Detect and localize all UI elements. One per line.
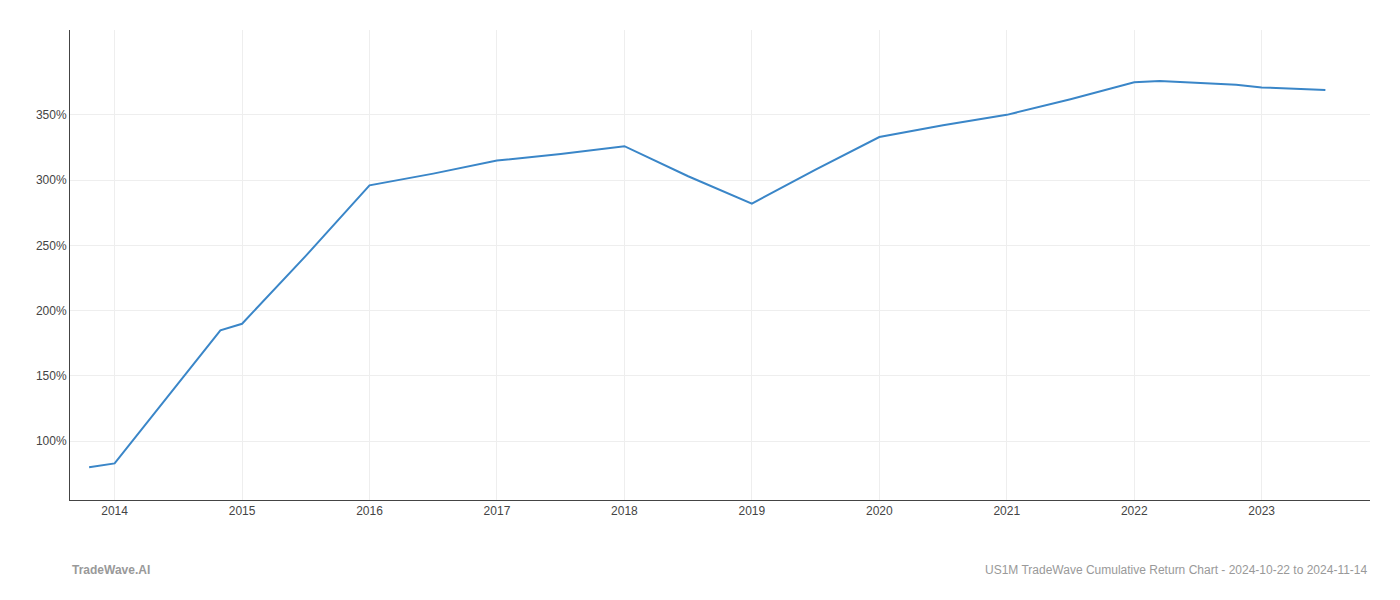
svg-text:200%: 200% xyxy=(36,304,67,318)
svg-text:2023: 2023 xyxy=(1248,504,1275,518)
svg-text:2016: 2016 xyxy=(356,504,383,518)
svg-text:2017: 2017 xyxy=(484,504,511,518)
svg-text:350%: 350% xyxy=(36,108,67,122)
svg-text:2018: 2018 xyxy=(611,504,638,518)
svg-text:150%: 150% xyxy=(36,369,67,383)
svg-text:300%: 300% xyxy=(36,173,67,187)
svg-text:2021: 2021 xyxy=(993,504,1020,518)
svg-text:2014: 2014 xyxy=(101,504,128,518)
svg-text:250%: 250% xyxy=(36,239,67,253)
svg-text:2020: 2020 xyxy=(866,504,893,518)
svg-text:2019: 2019 xyxy=(739,504,766,518)
svg-text:100%: 100% xyxy=(36,434,67,448)
svg-text:2015: 2015 xyxy=(229,504,256,518)
svg-text:TradeWave.AI: TradeWave.AI xyxy=(72,563,150,577)
svg-text:US1M TradeWave Cumulative Retu: US1M TradeWave Cumulative Return Chart -… xyxy=(985,563,1368,577)
svg-text:2022: 2022 xyxy=(1121,504,1148,518)
